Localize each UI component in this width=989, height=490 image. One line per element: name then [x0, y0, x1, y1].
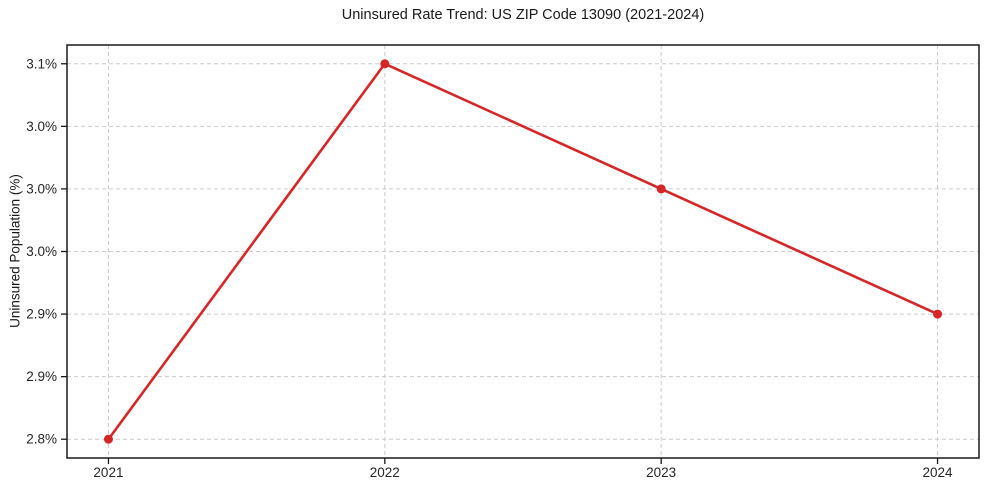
y-tick-label: 3.0%	[26, 119, 57, 134]
data-point-2021	[103, 434, 113, 444]
data-point-2024	[933, 309, 943, 319]
y-tick-label: 3.1%	[26, 56, 57, 71]
chart-title: Uninsured Rate Trend: US ZIP Code 13090 …	[341, 7, 705, 23]
x-tick-label: 2024	[923, 465, 954, 480]
x-tick-label: 2021	[93, 465, 123, 480]
y-tick-label: 3.0%	[26, 244, 57, 259]
y-tick-label: 2.9%	[26, 369, 57, 384]
data-point-2023	[656, 184, 666, 194]
y-tick-label: 2.8%	[26, 432, 57, 447]
data-point-2022	[380, 59, 390, 69]
x-tick-label: 2022	[370, 465, 400, 480]
y-tick-label: 3.0%	[26, 181, 57, 196]
trend-line	[107, 62, 939, 441]
plot-border	[66, 44, 980, 459]
y-tick-label: 2.9%	[26, 307, 57, 322]
x-tick-label: 2023	[646, 465, 676, 480]
